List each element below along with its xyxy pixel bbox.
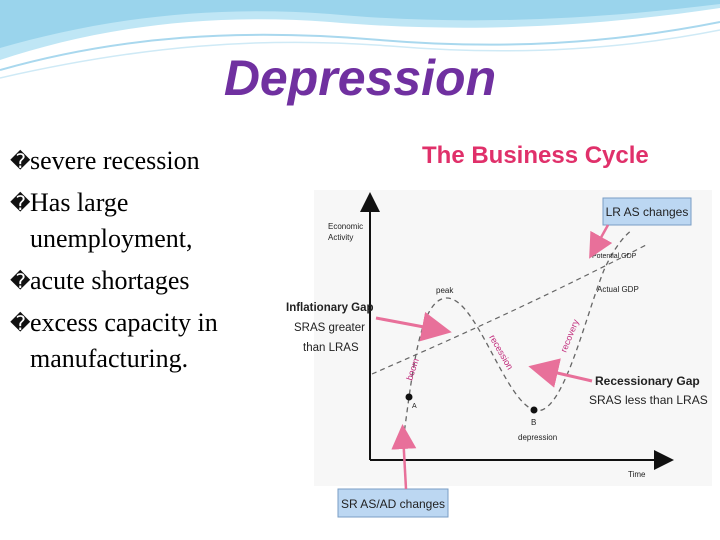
y-axis-label-line-1: Economic bbox=[328, 222, 363, 231]
point-a bbox=[405, 393, 413, 401]
lr-as-callout-text: LR AS changes bbox=[606, 205, 689, 219]
actual-gdp-label: Actual GDP bbox=[597, 285, 639, 294]
lr-as-callout-box bbox=[602, 197, 692, 226]
graph-background bbox=[314, 190, 712, 486]
bullet-item: � Has large unemployment, bbox=[10, 185, 280, 257]
recessionary-gap-line-2: SRAS less than LRAS bbox=[589, 393, 708, 407]
bullet-marker-icon: � bbox=[10, 311, 31, 335]
point-b-label: B bbox=[531, 418, 536, 427]
potential-gdp-label: Potential GDP bbox=[592, 253, 637, 260]
peak-label: peak bbox=[436, 286, 454, 295]
bullet-item: � excess capacity in manufacturing. bbox=[10, 305, 280, 377]
point-b bbox=[530, 406, 538, 414]
inflationary-gap-title: Inflationary Gap bbox=[286, 302, 374, 314]
slide-title: Depression bbox=[223, 50, 497, 106]
bullet-marker-icon: � bbox=[10, 269, 31, 293]
bullet-text: acute shortages bbox=[30, 266, 190, 295]
inflationary-gap-line-3: than LRAS bbox=[303, 342, 359, 354]
x-axis-label: Time bbox=[628, 470, 646, 479]
inflationary-gap-arrow bbox=[375, 311, 452, 342]
bullet-text: Has large unemployment, bbox=[30, 188, 193, 253]
banner-decoration bbox=[0, 0, 720, 79]
diagram-heading: The Business Cycle bbox=[422, 142, 649, 169]
bullet-list: � severe recession � Has large unemploymen… bbox=[10, 143, 280, 383]
potential-gdp-line bbox=[371, 244, 647, 375]
lr-as-callout-arrow bbox=[589, 224, 613, 259]
bullet-item: � severe recession bbox=[10, 143, 280, 179]
depression-label: depression bbox=[518, 433, 557, 442]
business-cycle-diagram: The Business Cycle Economic Activity Tim… bbox=[286, 142, 712, 518]
bullet-marker-icon: � bbox=[10, 191, 31, 215]
recessionary-gap-arrow bbox=[528, 358, 593, 388]
y-axis-label-line-2: Activity bbox=[328, 233, 353, 242]
point-a-label: A bbox=[412, 403, 417, 410]
bullet-item: � acute shortages bbox=[10, 263, 280, 299]
bullet-text: excess capacity in manufacturing. bbox=[30, 308, 218, 373]
sr-as-ad-callout-arrow bbox=[391, 424, 417, 490]
recessionary-gap-title: Recessionary Gap bbox=[595, 374, 700, 388]
sr-as-ad-callout-text: SR AS/AD changes bbox=[341, 497, 445, 511]
inflationary-gap-line-2: SRAS greater bbox=[294, 322, 365, 334]
sr-as-ad-callout-box bbox=[337, 488, 449, 518]
bullet-text: severe recession bbox=[30, 146, 200, 175]
bullet-marker-icon: � bbox=[10, 149, 31, 173]
